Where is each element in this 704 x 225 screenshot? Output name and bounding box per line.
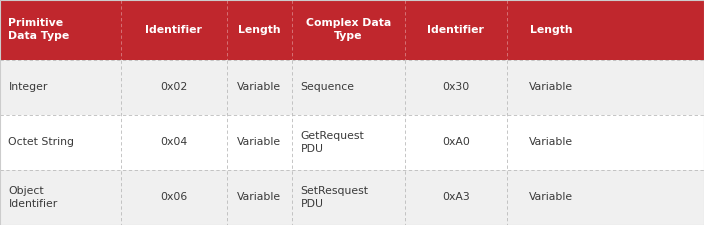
Bar: [0, 115, 704, 170]
Text: Variable: Variable: [529, 137, 573, 147]
Text: 0xA3: 0xA3: [442, 192, 470, 202]
Text: Length: Length: [238, 25, 281, 35]
Text: 0x06: 0x06: [161, 192, 187, 202]
Text: Sequence: Sequence: [301, 82, 355, 92]
Text: Length: Length: [529, 25, 572, 35]
Text: Complex Data
Type: Complex Data Type: [306, 18, 391, 41]
Text: 0xA0: 0xA0: [442, 137, 470, 147]
Text: Integer: Integer: [8, 82, 48, 92]
Text: SetResquest
PDU: SetResquest PDU: [301, 186, 369, 209]
Text: 0x30: 0x30: [442, 82, 470, 92]
Text: Object
Identifier: Object Identifier: [8, 186, 58, 209]
Text: Primitive
Data Type: Primitive Data Type: [8, 18, 70, 41]
Text: Identifier: Identifier: [427, 25, 484, 35]
Bar: [0, 170, 704, 225]
Text: 0x02: 0x02: [161, 82, 187, 92]
Bar: [0, 0, 704, 60]
Text: Variable: Variable: [529, 192, 573, 202]
Text: 0x04: 0x04: [161, 137, 187, 147]
Text: Variable: Variable: [237, 82, 282, 92]
Text: Octet String: Octet String: [8, 137, 75, 147]
Text: GetRequest
PDU: GetRequest PDU: [301, 131, 365, 154]
Text: Variable: Variable: [529, 82, 573, 92]
Text: Variable: Variable: [237, 192, 282, 202]
Bar: [0, 60, 704, 115]
Text: Identifier: Identifier: [146, 25, 202, 35]
Text: Variable: Variable: [237, 137, 282, 147]
